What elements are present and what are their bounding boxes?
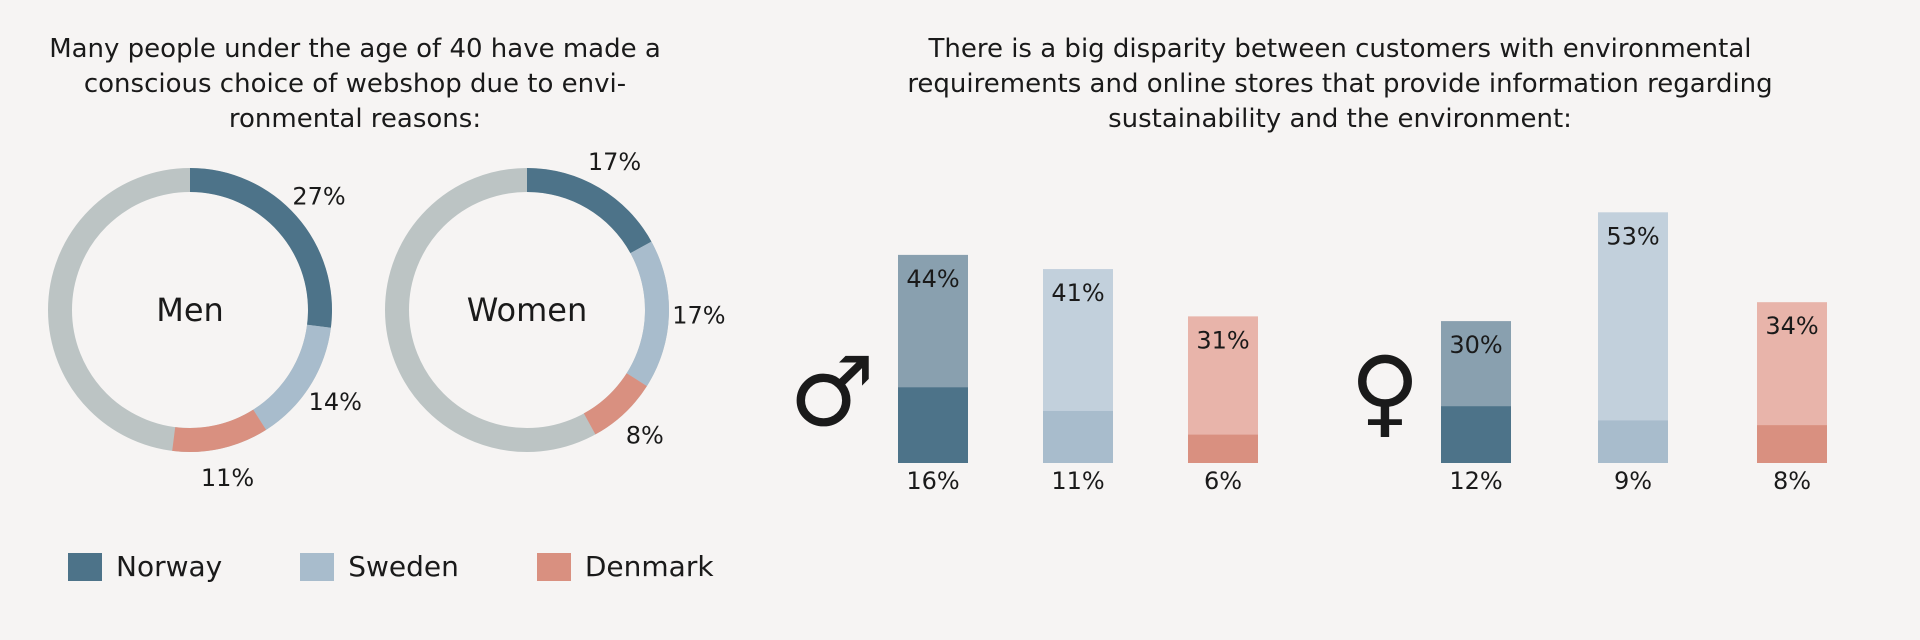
donut-slice-women-norway — [527, 168, 652, 254]
legend-item-denmark: Denmark — [536, 550, 714, 583]
bar-women-sweden-inner — [1598, 420, 1668, 463]
bar-women-norway-inner — [1441, 406, 1511, 463]
right-chart-title: There is a big disparity between custome… — [907, 34, 1773, 134]
bar-label-men-denmark-top: 31% — [1196, 326, 1249, 354]
bar-men-sweden-inner — [1043, 410, 1113, 463]
donut-slice-men-sweden — [253, 324, 331, 430]
donut-label-women-sweden: 17% — [672, 301, 725, 329]
left-chart-title: Many people under the age of 40 have mad… — [49, 34, 661, 134]
donut-label-women-denmark: 8% — [626, 421, 664, 449]
legend-item-sweden: Sweden — [300, 550, 459, 583]
donut-label-men-norway: 27% — [292, 182, 345, 210]
bar-label-men-sweden-top: 41% — [1051, 279, 1104, 307]
donut-slice-women-denmark — [583, 373, 647, 435]
bar-women-denmark-inner — [1757, 425, 1827, 463]
bar-label-women-denmark-top: 34% — [1765, 312, 1818, 340]
legend-swatch-denmark — [536, 552, 571, 581]
bar-label-men-denmark-bottom: 6% — [1204, 467, 1242, 495]
legend-label-norway: Norway — [116, 550, 223, 583]
bar-label-women-denmark-bottom: 8% — [1773, 467, 1811, 495]
gender-symbol-women: ♀ — [1350, 336, 1420, 448]
donut-label-men-denmark: 11% — [201, 464, 254, 492]
bar-label-women-norway-bottom: 12% — [1449, 467, 1502, 495]
bar-label-men-norway-top: 44% — [906, 265, 959, 293]
legend-label-denmark: Denmark — [584, 550, 714, 583]
bar-label-women-sweden-bottom: 9% — [1614, 467, 1652, 495]
bar-label-men-sweden-bottom: 11% — [1051, 467, 1104, 495]
bar-men-denmark-inner — [1188, 434, 1258, 463]
legend-swatch-sweden — [300, 552, 335, 581]
donut-center-label-men: Men — [156, 291, 224, 329]
gender-symbol-men: ♂ — [789, 336, 875, 448]
bar-label-women-sweden-top: 53% — [1606, 222, 1659, 250]
donut-slice-women-sweden — [626, 241, 669, 387]
bar-label-women-norway-top: 30% — [1449, 331, 1502, 359]
legend-swatch-norway — [68, 552, 102, 581]
legend-item-norway: Norway — [68, 550, 222, 583]
donut-label-men-sweden: 14% — [309, 388, 362, 416]
bar-men-norway-inner — [898, 387, 968, 463]
donut-label-women-norway: 17% — [588, 148, 641, 176]
donut-slice-men-norway — [190, 168, 333, 328]
legend-label-sweden: Sweden — [348, 550, 459, 583]
donut-center-label-women: Women — [467, 291, 587, 329]
bar-label-men-norway-bottom: 16% — [906, 467, 959, 495]
legend: Norway Sweden Denmark — [68, 550, 792, 583]
donut-slice-men-denmark — [172, 409, 267, 452]
